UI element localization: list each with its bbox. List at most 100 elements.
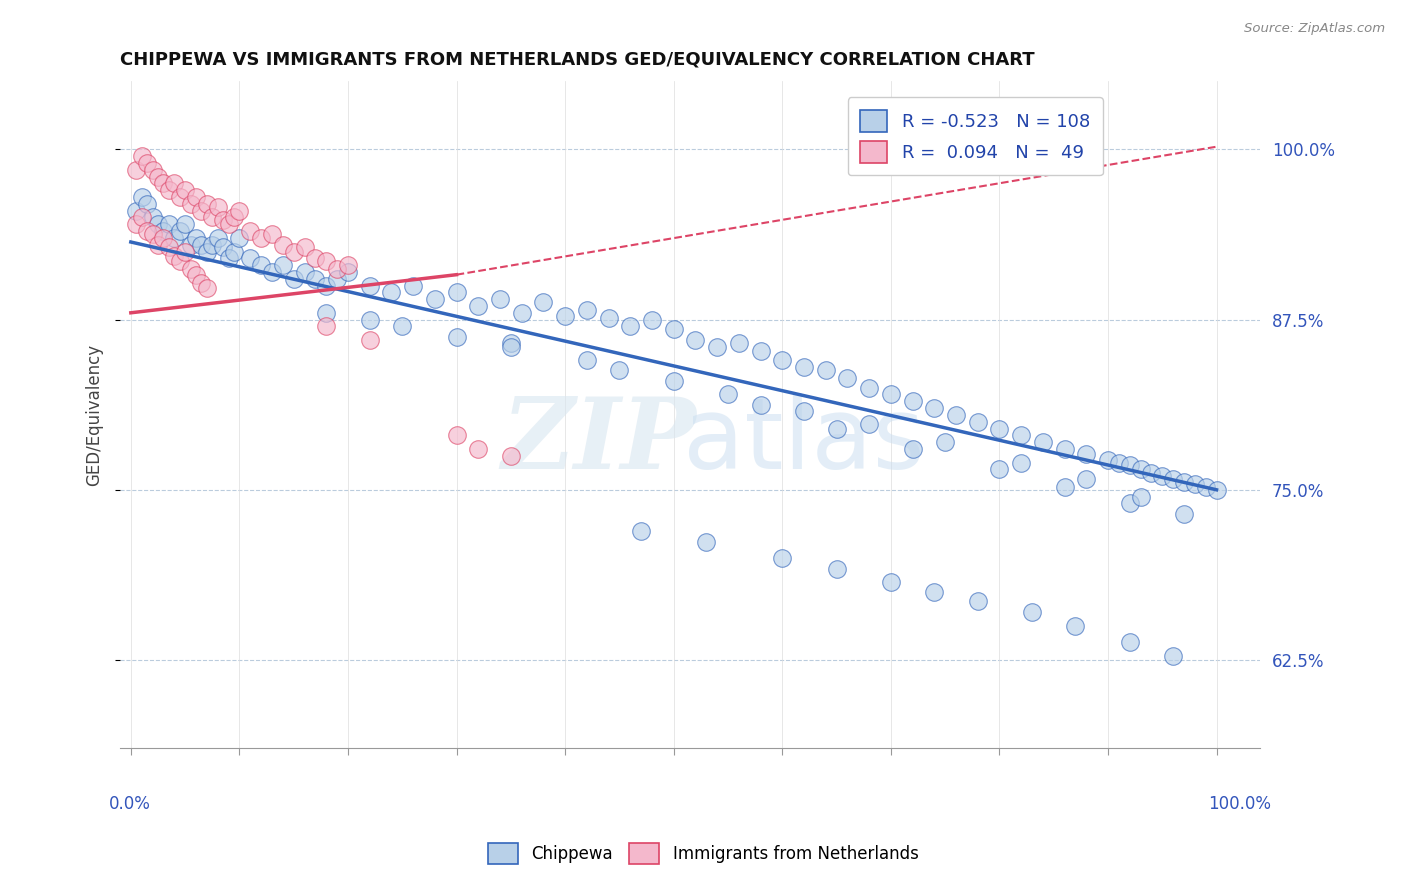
Point xyxy=(1032,435,1054,450)
Point xyxy=(749,343,772,358)
Point xyxy=(326,272,349,286)
Point xyxy=(218,217,240,231)
Point xyxy=(260,265,283,279)
Point xyxy=(239,252,262,266)
Point xyxy=(467,299,489,313)
Text: Source: ZipAtlas.com: Source: ZipAtlas.com xyxy=(1244,22,1385,36)
Point xyxy=(641,312,664,326)
Point xyxy=(141,227,163,241)
Point xyxy=(727,335,749,350)
Point xyxy=(695,534,717,549)
Point xyxy=(131,190,153,204)
Point xyxy=(157,217,180,231)
Point xyxy=(212,240,235,254)
Point xyxy=(575,353,598,368)
Point xyxy=(250,258,273,272)
Text: CHIPPEWA VS IMMIGRANTS FROM NETHERLANDS GED/EQUIVALENCY CORRELATION CHART: CHIPPEWA VS IMMIGRANTS FROM NETHERLANDS … xyxy=(120,51,1035,69)
Point xyxy=(423,292,446,306)
Point xyxy=(825,421,848,435)
Point xyxy=(662,374,685,388)
Point xyxy=(1053,442,1076,456)
Point xyxy=(190,237,212,252)
Y-axis label: GED/Equivalency: GED/Equivalency xyxy=(86,343,103,486)
Point xyxy=(391,319,413,334)
Point xyxy=(180,237,202,252)
Point xyxy=(858,381,880,395)
Point xyxy=(717,387,740,401)
Point xyxy=(190,203,212,218)
Text: 0.0%: 0.0% xyxy=(108,795,150,814)
Point xyxy=(837,371,859,385)
Point xyxy=(793,360,815,375)
Point xyxy=(163,177,186,191)
Point xyxy=(467,442,489,456)
Point xyxy=(131,211,153,225)
Point xyxy=(141,162,163,177)
Point xyxy=(825,562,848,576)
Point xyxy=(359,333,381,347)
Point xyxy=(1064,619,1087,633)
Point xyxy=(184,231,207,245)
Point xyxy=(1076,472,1098,486)
Point xyxy=(304,272,326,286)
Point xyxy=(152,231,174,245)
Point xyxy=(510,306,533,320)
Point xyxy=(749,398,772,412)
Point xyxy=(1184,477,1206,491)
Point xyxy=(446,285,468,300)
Point xyxy=(1205,483,1227,497)
Point xyxy=(880,575,903,590)
Point xyxy=(228,231,250,245)
Point xyxy=(174,244,197,259)
Point xyxy=(304,252,326,266)
Point xyxy=(184,268,207,282)
Point xyxy=(174,183,197,197)
Text: 100.0%: 100.0% xyxy=(1208,795,1271,814)
Point xyxy=(201,237,224,252)
Point xyxy=(250,231,273,245)
Point xyxy=(1021,605,1043,619)
Point xyxy=(1173,508,1195,522)
Point xyxy=(315,254,337,268)
Point xyxy=(858,417,880,432)
Point xyxy=(131,149,153,163)
Point xyxy=(880,387,903,401)
Point xyxy=(1140,467,1163,481)
Point xyxy=(125,203,148,218)
Point xyxy=(195,197,218,211)
Point xyxy=(201,211,224,225)
Point xyxy=(402,278,425,293)
Text: atlas: atlas xyxy=(683,393,925,490)
Point xyxy=(1108,456,1130,470)
Point xyxy=(1161,472,1184,486)
Point xyxy=(239,224,262,238)
Point xyxy=(554,309,576,323)
Point xyxy=(195,244,218,259)
Point xyxy=(499,449,522,463)
Point xyxy=(222,244,245,259)
Point xyxy=(146,169,169,184)
Point xyxy=(1173,475,1195,489)
Point xyxy=(146,217,169,231)
Point xyxy=(260,227,283,241)
Point xyxy=(190,276,212,290)
Point xyxy=(157,240,180,254)
Point xyxy=(359,278,381,293)
Point xyxy=(336,258,359,272)
Point xyxy=(146,237,169,252)
Point xyxy=(966,415,988,429)
Point xyxy=(1010,456,1032,470)
Point xyxy=(228,203,250,218)
Point xyxy=(609,363,631,377)
Point xyxy=(1118,496,1140,510)
Point xyxy=(380,285,402,300)
Point xyxy=(662,322,685,336)
Point xyxy=(499,335,522,350)
Point xyxy=(922,401,945,416)
Point xyxy=(619,319,641,334)
Point xyxy=(283,272,305,286)
Point xyxy=(1195,480,1218,494)
Legend: R = -0.523   N = 108, R =  0.094   N =  49: R = -0.523 N = 108, R = 0.094 N = 49 xyxy=(848,97,1102,176)
Point xyxy=(1129,462,1152,476)
Point xyxy=(945,408,967,422)
